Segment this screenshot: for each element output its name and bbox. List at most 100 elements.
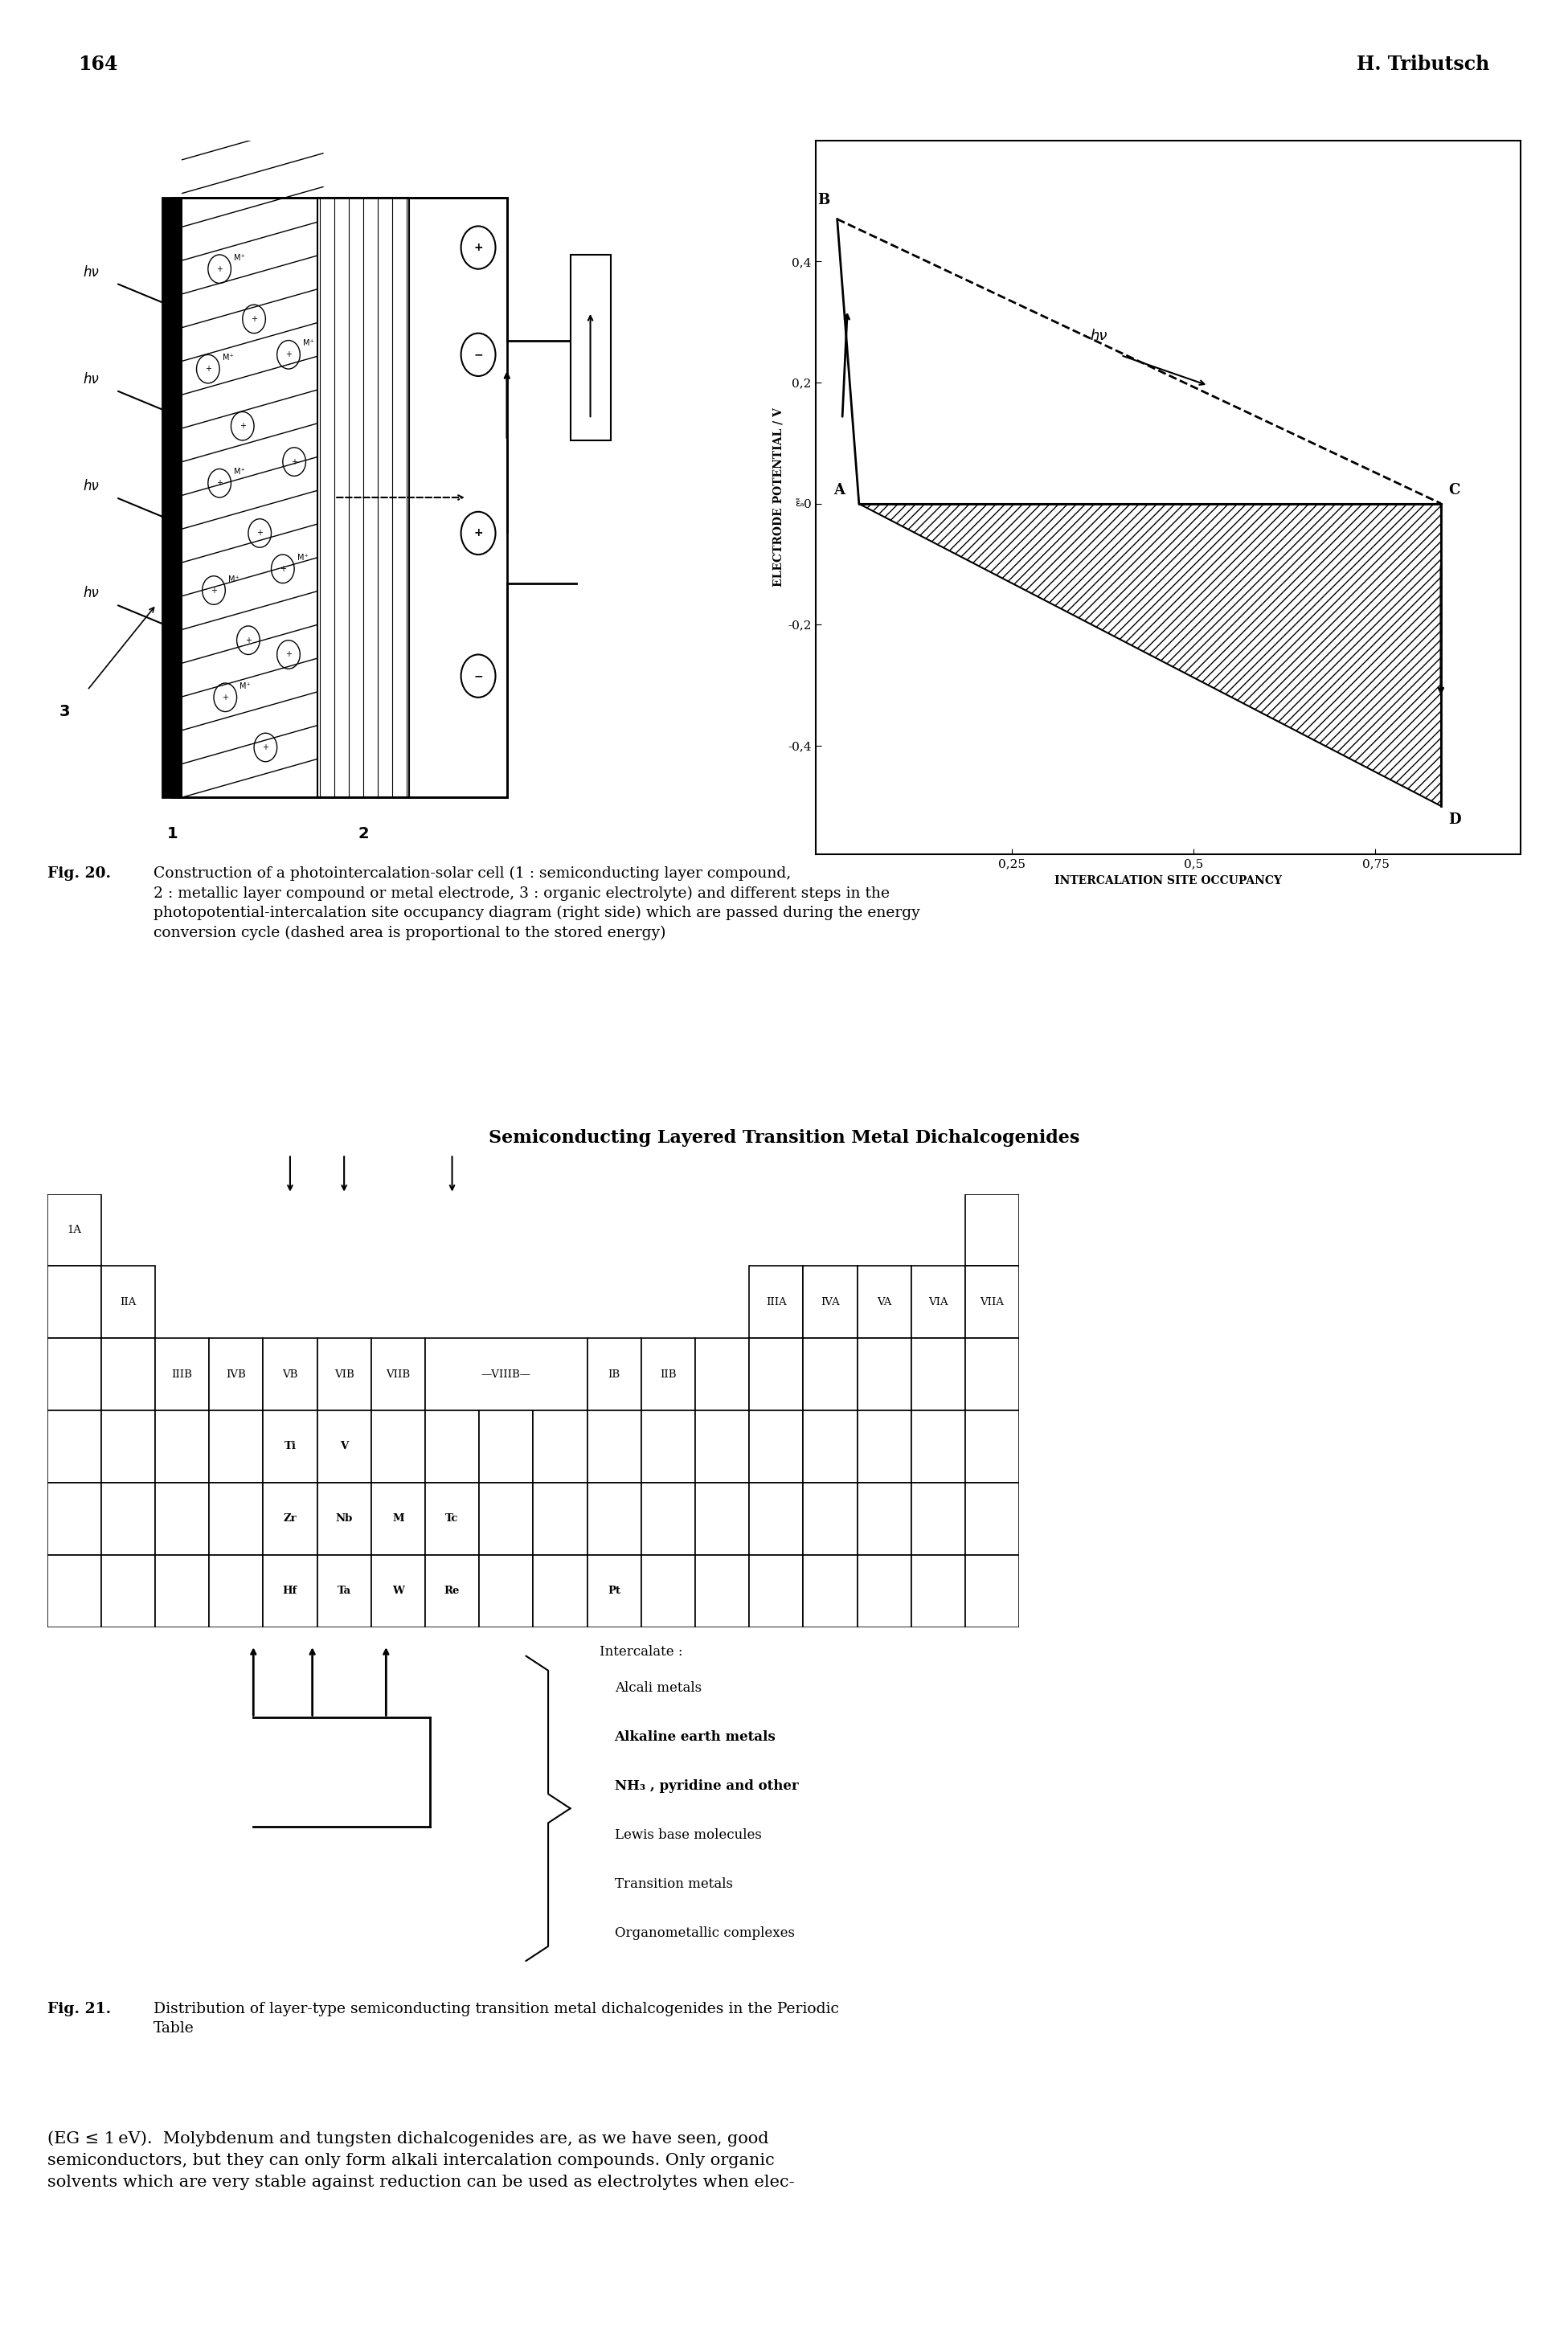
Text: Re: Re [444,1585,459,1597]
Bar [750,1266,803,1339]
Bar [966,1554,1019,1627]
Bar [586,1554,641,1627]
Text: C: C [1449,482,1460,496]
Bar [858,1409,911,1482]
Text: hν: hν [83,265,99,279]
Text: NH₃ , pyridine and other: NH₃ , pyridine and other [615,1779,798,1793]
Text: +: + [474,241,483,253]
Bar [533,1409,586,1482]
Y-axis label: ELECTRODE POTENTIAL / V: ELECTRODE POTENTIAL / V [773,407,784,588]
Bar [47,1266,100,1339]
Bar [425,1482,480,1554]
Text: A: A [833,482,845,496]
Bar [263,1409,317,1482]
Text: IVB: IVB [226,1369,246,1379]
Bar [162,197,506,798]
Text: H. Tributsch: H. Tributsch [1356,54,1490,75]
Bar [47,1409,100,1482]
Text: M⁺: M⁺ [223,353,234,363]
Bar [966,1482,1019,1554]
Text: hν: hν [83,480,99,494]
Text: ε̃ₐ: ε̃ₐ [795,499,804,508]
Bar [803,1339,858,1409]
Text: VIA: VIA [928,1297,949,1306]
Bar [858,1266,911,1339]
Text: Intercalate :: Intercalate : [599,1646,684,1660]
Text: Hf: Hf [282,1585,298,1597]
Text: Fig. 20.: Fig. 20. [47,866,110,880]
Bar [209,1339,263,1409]
Text: M⁺: M⁺ [229,576,240,583]
Bar [100,1266,155,1339]
Bar [911,1409,966,1482]
Bar [803,1409,858,1482]
Text: 164: 164 [78,54,118,75]
Text: M⁺: M⁺ [296,555,309,562]
Bar [858,1554,911,1627]
Bar [533,1482,586,1554]
Text: +: + [474,527,483,538]
Bar [162,197,182,798]
Bar [317,1554,372,1627]
Text: +: + [262,744,268,751]
Text: M⁺: M⁺ [240,681,251,691]
Bar [750,1482,803,1554]
Text: Fig. 21.: Fig. 21. [47,2002,111,2016]
Bar [695,1409,750,1482]
Bar [966,1266,1019,1339]
Bar [966,1194,1019,1266]
Text: Tc: Tc [445,1515,459,1524]
Bar [480,1554,533,1627]
Text: +: + [216,480,223,487]
Text: V: V [340,1442,348,1451]
Text: Semiconducting Layered Transition Metal Dichalcogenides: Semiconducting Layered Transition Metal … [489,1128,1079,1147]
Bar [911,1554,966,1627]
Bar [372,1409,425,1482]
Bar [641,1339,695,1409]
Text: IIA: IIA [119,1297,136,1306]
Text: VA: VA [877,1297,892,1306]
Text: 1: 1 [166,826,177,840]
Bar [641,1409,695,1482]
Bar [317,1482,372,1554]
Text: +: + [279,564,285,574]
Bar [480,1482,533,1554]
Bar [47,1554,100,1627]
Bar [480,1409,533,1482]
Bar [533,1554,586,1627]
Text: Ti: Ti [284,1442,296,1451]
Bar [47,1482,100,1554]
Bar [100,1339,155,1409]
Bar [47,1194,100,1266]
Text: Construction of a photointercalation-solar cell (1 : semiconducting layer compou: Construction of a photointercalation-sol… [154,866,920,941]
Bar [155,1554,209,1627]
Text: Distribution of layer-type semiconducting transition metal dichalcogenides in th: Distribution of layer-type semiconductin… [154,2002,839,2037]
Bar [372,1482,425,1554]
Text: Alcali metals: Alcali metals [615,1681,701,1695]
Text: IIIA: IIIA [765,1297,787,1306]
Text: VB: VB [282,1369,298,1379]
Bar [100,1409,155,1482]
Text: hν: hν [83,585,99,602]
Bar [263,1339,317,1409]
Text: +: + [292,459,298,466]
Bar [966,1339,1019,1409]
Bar [586,1339,641,1409]
Bar [858,1339,911,1409]
Bar [425,1409,480,1482]
Bar [750,1409,803,1482]
Bar [209,1554,263,1627]
Bar [571,255,610,440]
Text: Nb: Nb [336,1515,353,1524]
Bar [641,1482,695,1554]
Text: +: + [240,421,246,431]
Bar [317,1409,372,1482]
Text: Pt: Pt [608,1585,621,1597]
Text: M⁺: M⁺ [303,339,314,346]
Text: 3: 3 [60,705,69,719]
Text: Zr: Zr [284,1515,296,1524]
Text: Transition metals: Transition metals [615,1877,732,1892]
Bar [641,1554,695,1627]
Bar [750,1339,803,1409]
Bar [209,1482,263,1554]
